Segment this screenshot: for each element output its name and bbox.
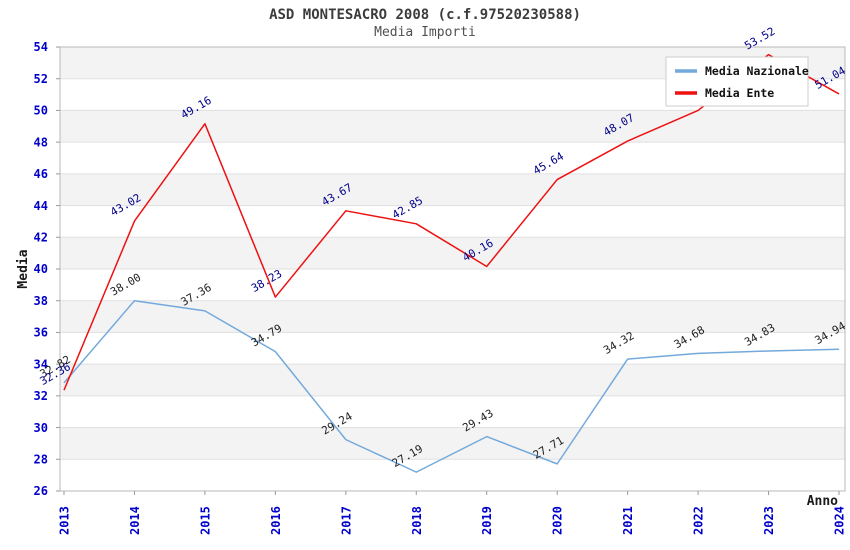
- plot-band: [60, 459, 845, 491]
- plot-band: [60, 237, 845, 269]
- x-tick-label: 2020: [551, 506, 565, 535]
- y-tick-label: 50: [34, 104, 48, 118]
- plot-band: [60, 300, 845, 333]
- plot-band: [60, 269, 845, 301]
- y-tick-label: 44: [34, 199, 48, 213]
- chart-subtitle: Media Importi: [374, 25, 476, 40]
- plot-band: [60, 395, 845, 428]
- x-tick-label: 2016: [269, 506, 283, 535]
- plot-band: [60, 332, 845, 365]
- x-tick-label: 2019: [480, 506, 494, 535]
- chart-title: ASD MONTESACRO 2008 (c.f.97520230588): [269, 7, 581, 23]
- x-tick-label: 2022: [692, 506, 706, 535]
- x-tick-label: 2024: [833, 506, 847, 535]
- y-tick-label: 46: [34, 167, 48, 181]
- y-tick-label: 52: [34, 72, 48, 86]
- y-tick-label: 30: [34, 421, 48, 435]
- plot-band: [60, 205, 845, 238]
- x-tick-label: 2023: [762, 506, 776, 535]
- legend-item-media-ente: Media Ente: [675, 86, 774, 100]
- y-tick-label: 48: [34, 135, 48, 149]
- plot-band: [60, 110, 845, 143]
- x-tick-label: 2015: [198, 506, 212, 535]
- media-nazionale-line: [63, 299, 840, 473]
- legend-box: [665, 56, 809, 107]
- media-nazionale-legend-label: Media Nazionale: [705, 64, 809, 78]
- x-tick-label: 2018: [410, 506, 424, 535]
- x-tick-label: 2017: [339, 506, 353, 535]
- y-axis-title: Media: [16, 249, 31, 288]
- plot-band: [60, 173, 845, 206]
- y-tick-label: 36: [34, 326, 48, 340]
- x-tick-label: 2013: [58, 506, 72, 535]
- legend: Media Nazionale Media Ente: [665, 56, 809, 107]
- plot-band: [60, 142, 845, 174]
- plot-band: [60, 364, 845, 396]
- y-tick-label: 28: [34, 452, 48, 466]
- y-tick-label: 26: [34, 484, 48, 498]
- y-tick-label: 34: [34, 357, 48, 371]
- y-tick-label: 32: [34, 389, 48, 403]
- y-tick-label: 42: [34, 230, 48, 244]
- x-axis-title: Anno: [807, 494, 838, 509]
- x-tick-label: 2014: [128, 506, 142, 535]
- media-ente-legend-label: Media Ente: [705, 86, 774, 100]
- x-tick-label: 2021: [621, 506, 635, 535]
- y-tick-label: 40: [34, 262, 48, 276]
- legend-item-media-nazionale: Media Nazionale: [675, 64, 809, 78]
- y-tick-label: 38: [34, 294, 48, 308]
- axes: 26 28 30 32 34 36 38 40 42 44 46 48 50 52 54 2013 2014 20…: [34, 40, 847, 535]
- y-tick-label: 54: [34, 40, 48, 54]
